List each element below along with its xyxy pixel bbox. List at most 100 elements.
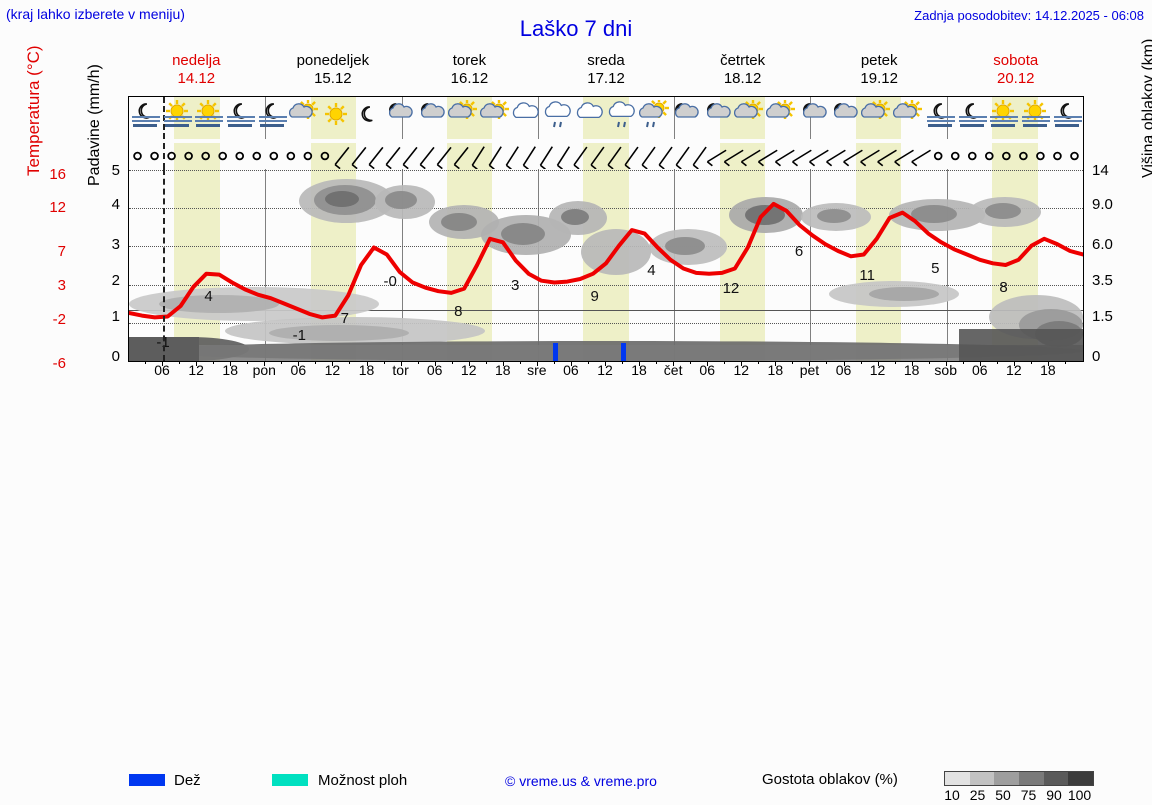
x-tick [673, 361, 675, 366]
temperature-value-label: 7 [340, 309, 349, 327]
x-minor-tick [519, 361, 521, 364]
axis-tick-label: 2 [111, 272, 120, 289]
moon-fog-icon [129, 100, 161, 138]
moon-cloud-icon [829, 100, 861, 138]
x-tick-label: pet [799, 362, 820, 378]
x-tick [298, 361, 300, 366]
x-tick-label: tor [392, 362, 409, 378]
cloud-density-field [129, 179, 1083, 361]
gridline [129, 284, 1083, 286]
temperature-value-label: 4 [204, 287, 213, 305]
day-separator [537, 97, 539, 139]
meteogram-plot[interactable]: -1 4 -1 7 -0 8 3 9 4 12 6 11 5 8 [129, 169, 1083, 361]
sun-fog-icon [988, 100, 1020, 138]
x-tick [570, 361, 572, 366]
density-tick-label: 100 [1067, 787, 1092, 803]
moon-fog-icon [224, 100, 256, 138]
x-minor-tick [179, 361, 181, 364]
x-minor-tick [553, 361, 555, 364]
x-minor-tick [1030, 361, 1032, 364]
sun-fog-icon [1019, 100, 1051, 138]
daylight-band [174, 143, 220, 169]
axis-tick-label: 4 [111, 196, 120, 213]
sun-fog-icon [161, 100, 193, 138]
day-header-petek: petek 19.12 [811, 52, 948, 90]
density-step [1068, 772, 1094, 785]
legend: Dež Možnost ploh © vreme.us & vreme.pro … [0, 384, 1152, 803]
x-tick [230, 361, 232, 366]
x-minor-tick [247, 361, 249, 364]
x-tick [264, 361, 266, 366]
gridline [129, 207, 1083, 209]
axis-tick-label: 3 [57, 277, 66, 294]
x-tick [1047, 361, 1049, 366]
x-tick [162, 361, 164, 366]
sun-fog-icon [193, 100, 225, 138]
rain-legend-label: Dež [174, 772, 201, 789]
moon-fog-icon [1051, 100, 1083, 138]
density-tick-label: 75 [1020, 787, 1037, 803]
cloud-icon [574, 100, 606, 138]
day-header-row: nedelja 14.12 ponedeljek 15.12 torek 16.12 sre… [128, 52, 1084, 90]
sun-cloud-icon [892, 100, 924, 138]
gridline [129, 169, 1083, 171]
temperature-value-label: 8 [454, 302, 463, 320]
day-separator [810, 97, 812, 139]
day-date: 16.12 [450, 70, 489, 87]
wind-barbs [133, 146, 1079, 169]
x-minor-tick [587, 361, 589, 364]
location-menu-note: (kraj lahko izberete v meniju) [6, 6, 185, 22]
sun-icon [320, 100, 352, 138]
daylight-band [174, 169, 220, 361]
axis-tick-label: 3 [111, 236, 120, 253]
moon-fog-icon [924, 100, 956, 138]
temperature-value-label: 9 [590, 287, 599, 305]
day-header-torek: torek 16.12 [401, 52, 538, 90]
axis-tick-label: 1.5 [1092, 308, 1113, 325]
current-time-marker [163, 143, 166, 169]
x-tick [502, 361, 504, 366]
x-tick [707, 361, 709, 366]
axis-tick-label: 7 [57, 243, 66, 260]
day-header-nedelja: nedelja 14.12 [128, 52, 265, 90]
x-tick-label: 06 [563, 362, 579, 378]
x-minor-tick [860, 361, 862, 364]
x-tick [877, 361, 879, 366]
current-time-marker [163, 169, 166, 361]
axis-tick-label: 16 [49, 166, 66, 183]
moon-cloud-icon [670, 100, 702, 138]
day-header-sobota: sobota 20.12 [947, 52, 1084, 90]
x-tick-label: pon [252, 362, 276, 378]
day-separator [810, 169, 812, 361]
x-tick-label: 12 [869, 362, 886, 378]
axis-tick-label: 12 [49, 199, 66, 216]
copyright-link[interactable]: © vreme.us & vreme.pro [505, 773, 657, 789]
day-separator [265, 169, 267, 361]
x-tick-label: 18 [222, 362, 238, 378]
sun-cloud-icon [479, 100, 511, 138]
x-minor-tick [383, 361, 385, 364]
x-minor-tick [656, 361, 658, 364]
axis-tick-label: 1 [111, 308, 120, 325]
x-minor-tick [996, 361, 998, 364]
x-tick [434, 361, 436, 366]
wind-barb-row [129, 143, 1083, 169]
axis-tick-label: 5 [111, 162, 120, 179]
density-step [994, 772, 1020, 785]
x-tick-label: 12 [460, 362, 477, 378]
day-date: 20.12 [996, 70, 1035, 87]
temperature-axis-title: Temperatura (°C) [24, 45, 43, 176]
density-tick-label: 25 [969, 787, 986, 803]
x-minor-tick [758, 361, 760, 364]
temperature-value-label: 4 [647, 261, 656, 279]
temperature-value-label: 11 [859, 266, 875, 284]
cloud-drizzle-icon [542, 100, 574, 138]
x-tick-label: 06 [699, 362, 715, 378]
moon-cloud-icon [415, 100, 447, 138]
x-tick [366, 361, 368, 366]
cloud-icon [511, 100, 543, 138]
x-tick-label: 06 [971, 362, 988, 378]
day-name: petek [860, 52, 898, 69]
day-header-ponedeljek: ponedeljek 15.12 [265, 52, 402, 90]
x-minor-tick [962, 361, 964, 364]
